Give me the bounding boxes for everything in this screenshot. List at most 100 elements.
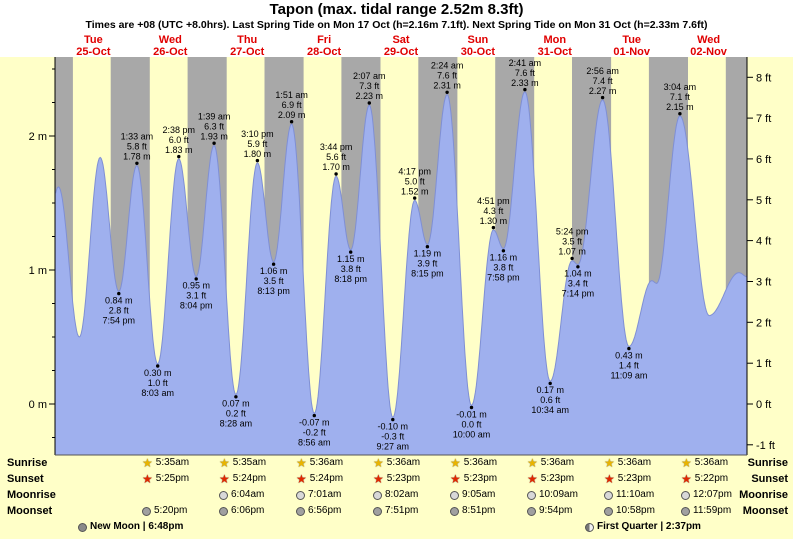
astro-time: 7:51pm: [385, 505, 419, 516]
day-name-label: Tue: [84, 34, 103, 46]
moonset-entry: 8:51pm: [450, 504, 495, 518]
sunrise-entry: ★ 5:36am: [527, 456, 574, 470]
tide-annotation-line: 7:54 pm: [103, 315, 136, 325]
day-date-label: 31-Oct: [538, 46, 573, 58]
sunrise-entry: ★ 5:35am: [142, 456, 189, 470]
tide-extreme-dot: [501, 249, 506, 253]
astro-time: 5:23pm: [617, 473, 652, 484]
moonrise-entry: 8:02am: [373, 488, 418, 502]
y-right-tick-label: 3 ft: [756, 277, 771, 289]
y-right-tick-label: 5 ft: [756, 195, 771, 207]
moonset-entry: 11:59pm: [681, 504, 731, 518]
astro-time: 5:25pm: [155, 473, 190, 484]
tide-extreme-dot: [678, 112, 682, 116]
astro-time: 10:58pm: [616, 505, 655, 516]
tide-extreme-dot: [523, 87, 527, 92]
tide-annotation-line: -0.10 m: [378, 421, 409, 431]
tide-extreme-dot: [194, 277, 198, 281]
moonset-entry: 5:20pm: [142, 504, 187, 518]
tide-extreme-dot: [349, 250, 353, 254]
tide-extreme-dot: [469, 405, 474, 410]
sunset-star-icon: ★: [450, 472, 461, 486]
moonrise-icon: [373, 490, 382, 500]
sunset-entry: ★ 5:23pm: [527, 472, 574, 486]
sunrise-star-icon: ★: [373, 456, 384, 470]
astro-time: 5:35am: [155, 457, 190, 468]
page-title: Tapon (max. tidal range 2.52m 8.3ft): [269, 1, 524, 18]
day-name-label: Wed: [697, 34, 720, 46]
tide-annotation-line: 3.5 ft: [562, 237, 583, 247]
tide-annotation-line: -0.2 ft: [303, 427, 327, 437]
tide-annotation-line: 4:17 pm: [398, 166, 431, 176]
tide-annotation-line: 4.3 ft: [483, 206, 504, 216]
astro-time: 6:06pm: [231, 505, 265, 516]
sunset-star-icon: ★: [296, 472, 307, 486]
sunrise-entry: ★ 5:36am: [681, 456, 728, 470]
tide-annotation-line: 5.9 ft: [247, 139, 268, 149]
astro-time: 5:35am: [232, 457, 267, 468]
tide-annotation-line: 3.9 ft: [417, 259, 438, 269]
moonset-icon: [373, 506, 382, 516]
tide-annotation-line: 2.15 m: [666, 102, 694, 112]
astro-time: 5:24pm: [232, 473, 267, 484]
astro-time: 11:10am: [616, 489, 655, 500]
astro-time: 8:51pm: [462, 505, 496, 516]
tide-annotation-line: 7.6 ft: [515, 68, 536, 78]
sunset-star-icon: ★: [604, 472, 615, 486]
tide-annotation-line: 5.8 ft: [127, 142, 148, 152]
tide-annotation-line: 8:03 am: [141, 388, 174, 398]
astro-time: 5:36am: [540, 457, 575, 468]
tide-annotation-line: 10:00 am: [453, 429, 491, 439]
moonset-entry: 9:54pm: [527, 504, 572, 518]
sunrise-entry: ★ 5:36am: [373, 456, 420, 470]
sunrise-entry: ★ 5:36am: [296, 456, 343, 470]
moonrise-icon: [296, 490, 305, 500]
tide-annotation-line: 1.07 m: [558, 247, 586, 257]
first-quarter-icon: [585, 522, 594, 532]
moonset-icon: [142, 506, 151, 516]
sunrise-entry: ★ 5:36am: [604, 456, 651, 470]
tide-annotation-line: 0.84 m: [105, 295, 133, 305]
tide-annotation-line: 1.19 m: [414, 249, 442, 259]
tide-extreme-dot: [425, 245, 430, 249]
moonrise-icon: [527, 490, 536, 500]
tide-annotation-line: 3.8 ft: [493, 263, 514, 273]
tide-annotation-line: 3:44 pm: [320, 142, 353, 152]
moonset-entry: 6:06pm: [219, 504, 264, 518]
tide-extreme-dot: [255, 158, 260, 163]
day-date-label: 30-Oct: [461, 46, 496, 58]
tide-annotation-line: 8:28 am: [220, 419, 253, 429]
tide-annotation-line: 1:39 am: [198, 111, 231, 121]
sunrise-entry: ★ 5:35am: [219, 456, 266, 470]
moon-phase-text: First Quarter | 2:37pm: [597, 521, 701, 532]
astro-time: 10:09am: [539, 489, 578, 500]
new-moon-icon: [78, 522, 87, 532]
tide-annotation-line: 1:33 am: [121, 132, 154, 142]
astro-time: 5:23pm: [386, 473, 421, 484]
tide-annotation-line: 11:09 am: [610, 370, 647, 380]
day-name-label: Sat: [392, 34, 409, 46]
tide-annotation-line: 1:51 am: [275, 90, 308, 100]
tide-annotation-line: 1.04 m: [564, 269, 592, 279]
tide-annotation-line: 8:13 pm: [257, 286, 290, 296]
astro-time: 9:05am: [462, 489, 496, 500]
sunrise-star-icon: ★: [296, 456, 307, 470]
y-right-tick-label: -1 ft: [756, 440, 775, 452]
astro-time: 5:23pm: [463, 473, 498, 484]
tide-annotation-line: 1.0 ft: [148, 378, 169, 388]
tide-annotation-line: 0.43 m: [615, 350, 643, 360]
tide-annotation-line: 7:58 pm: [487, 273, 520, 283]
tide-annotation-line: 2:38 pm: [163, 125, 196, 135]
day-name-label: Sun: [468, 34, 489, 46]
y-right-tick-label: 8 ft: [756, 72, 771, 84]
tide-annotation-line: 2.23 m: [356, 91, 384, 101]
moonset-icon: [681, 506, 690, 516]
tide-annotation-line: 4:51 pm: [477, 196, 510, 206]
sunset-entry: ★ 5:24pm: [296, 472, 343, 486]
tide-annotation-line: 3:10 pm: [241, 129, 274, 139]
tide-annotation-line: 6.0 ft: [169, 135, 190, 145]
moonset-entry: 7:51pm: [373, 504, 418, 518]
tide-annotation-line: 8:04 pm: [180, 301, 213, 311]
sunset-star-icon: ★: [527, 472, 538, 486]
moon-phase-text: New Moon | 6:48pm: [90, 521, 184, 532]
